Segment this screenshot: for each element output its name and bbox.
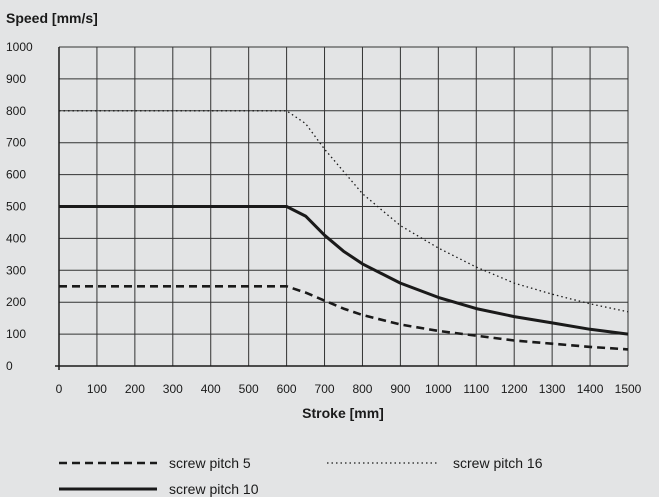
x-tick-label-700: 700 bbox=[315, 382, 335, 396]
y-tick-labels: 0 100 200 300 400 500 600 700 800 900 1000 bbox=[6, 40, 33, 373]
y-tick-label-800: 800 bbox=[6, 104, 26, 118]
y-tick-label-100: 100 bbox=[6, 327, 26, 341]
y-tick-label-1000: 1000 bbox=[6, 40, 33, 54]
x-tick-label-1000: 1000 bbox=[425, 382, 452, 396]
legend-label-screw-pitch-10: screw pitch 10 bbox=[169, 481, 259, 497]
series-lines bbox=[59, 110, 629, 351]
x-tick-label-400: 400 bbox=[201, 382, 221, 396]
x-tick-label-100: 100 bbox=[87, 382, 107, 396]
x-tick-label-200: 200 bbox=[125, 382, 145, 396]
legend-label-screw-pitch-5: screw pitch 5 bbox=[169, 455, 251, 471]
x-tick-label-1300: 1300 bbox=[539, 382, 566, 396]
x-tick-label-900: 900 bbox=[390, 382, 410, 396]
series-line-screw-pitch-5 bbox=[59, 284, 629, 351]
legend: screw pitch 5 screw pitch 16 screw pitch… bbox=[59, 455, 543, 497]
series-line-screw-pitch-16 bbox=[59, 110, 629, 313]
y-tick-label-200: 200 bbox=[6, 295, 26, 309]
x-tick-label-1500: 1500 bbox=[615, 382, 642, 396]
x-tick-label-1200: 1200 bbox=[501, 382, 528, 396]
x-tick-label-1100: 1100 bbox=[463, 382, 489, 396]
y-tick-label-500: 500 bbox=[6, 200, 26, 214]
x-tick-label-1400: 1400 bbox=[577, 382, 604, 396]
x-axis-title: Stroke [mm] bbox=[302, 405, 384, 421]
y-axis-title: Speed [mm/s] bbox=[6, 10, 98, 26]
y-tick-label-300: 300 bbox=[6, 263, 26, 277]
x-tick-label-500: 500 bbox=[239, 382, 259, 396]
x-tick-label-300: 300 bbox=[163, 382, 183, 396]
legend-label-screw-pitch-16: screw pitch 16 bbox=[453, 455, 543, 471]
y-tick-label-700: 700 bbox=[6, 136, 26, 150]
axes bbox=[55, 47, 628, 370]
y-tick-label-0: 0 bbox=[6, 359, 13, 373]
y-tick-label-900: 900 bbox=[6, 72, 26, 86]
y-tick-label-600: 600 bbox=[6, 168, 26, 182]
grid bbox=[58, 46, 629, 367]
x-tick-label-800: 800 bbox=[352, 382, 372, 396]
series-line-screw-pitch-10 bbox=[59, 205, 629, 336]
x-tick-label-0: 0 bbox=[56, 382, 63, 396]
x-tick-labels: 0 100 200 300 400 500 600 700 800 900 1000 1100 1200… bbox=[56, 382, 642, 396]
x-tick-label-600: 600 bbox=[277, 382, 297, 396]
y-tick-label-400: 400 bbox=[6, 231, 26, 245]
